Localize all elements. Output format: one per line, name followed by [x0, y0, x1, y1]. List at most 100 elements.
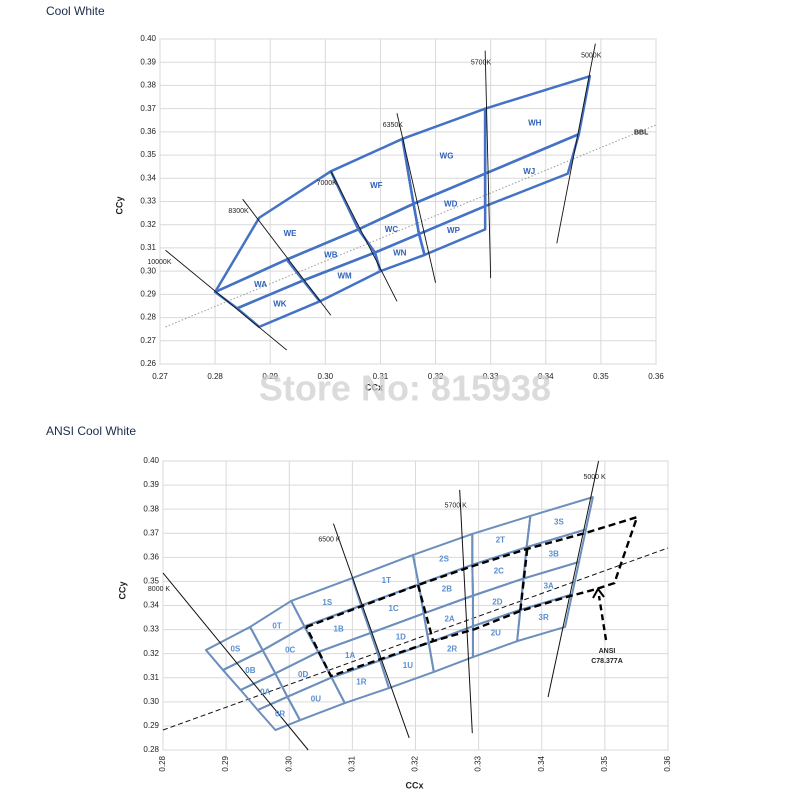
bin-label: 1D — [396, 633, 406, 642]
bin-label: 0A — [260, 688, 270, 697]
bin-label: 0U — [311, 694, 321, 703]
ansi-label: ANSI — [599, 648, 616, 655]
y-tick-label: 0.31 — [143, 673, 159, 682]
cct-label: 5000K — [581, 52, 602, 59]
x-tick-label: 0.33 — [483, 372, 499, 381]
y-tick-label: 0.39 — [140, 57, 156, 66]
bin-label: 2A — [444, 615, 454, 624]
bin-label: 1R — [356, 677, 366, 686]
cct-label: 8000 K — [148, 586, 171, 593]
bin — [516, 593, 574, 643]
y-axis-title: CCy — [114, 196, 124, 214]
bin-label: WC — [385, 225, 399, 234]
x-tick-label: 0.32 — [411, 755, 420, 771]
chart-panel: Cool White 0.27 0.28 0.29 0.30 0.31 0.32 0.33 0.… — [46, 4, 664, 392]
bin-label: 2U — [491, 629, 501, 638]
bin-label: 2S — [439, 555, 449, 564]
x-tick-label: 0.28 — [158, 755, 167, 771]
bin-label: 1A — [345, 651, 355, 660]
bin-label: 1U — [403, 661, 413, 670]
x-tick-label: 0.30 — [318, 372, 334, 381]
x-tick-label: 0.29 — [221, 755, 230, 771]
x-tick-label: 0.31 — [347, 755, 356, 771]
x-axis-title: CCx — [365, 382, 383, 392]
cct-line — [165, 249, 288, 351]
plot-clip — [165, 43, 657, 351]
bin-label: 0C — [285, 646, 295, 655]
bin — [483, 132, 581, 208]
bin-label: 3A — [544, 581, 554, 590]
y-tick-label: 0.35 — [143, 577, 159, 586]
chart-panel: ANSI Cool White 0.28 0.29 0.30 0.31 0.32 0.33 0… — [46, 424, 672, 790]
bin-label: WM — [338, 271, 353, 280]
cct-label: 6500 K — [318, 536, 341, 543]
x-tick-label: 0.36 — [663, 755, 672, 771]
x-tick-label: 0.36 — [648, 372, 664, 381]
bin-label: 2R — [447, 645, 457, 654]
x-axis-title: CCx — [405, 780, 423, 790]
bin-label: WH — [528, 118, 542, 127]
ansi-arrow — [597, 595, 608, 641]
y-tick-label: 0.30 — [143, 697, 159, 706]
cct-line — [484, 50, 492, 279]
bin-label: WJ — [523, 167, 535, 176]
y-tick-label: 0.38 — [143, 504, 159, 513]
y-tick-label: 0.40 — [143, 456, 159, 465]
bin-label: 1C — [388, 604, 398, 613]
cct-label: 5000 K — [583, 474, 606, 481]
y-tick-label: 0.33 — [143, 625, 159, 634]
cct-label: 8300K — [228, 208, 249, 215]
bin-label: WD — [444, 200, 458, 209]
y-tick-label: 0.40 — [140, 34, 156, 43]
cct-line — [556, 43, 596, 244]
y-tick-label: 0.37 — [143, 528, 159, 537]
x-tick-label: 0.31 — [373, 372, 389, 381]
bin-label: 2D — [492, 598, 502, 607]
bin-label: 0T — [272, 621, 281, 630]
chart-title: ANSI Cool White — [46, 424, 136, 438]
y-tick-label: 0.27 — [140, 336, 156, 345]
cct-label: 7000K — [317, 180, 338, 187]
bin-label: 1T — [382, 576, 391, 585]
cct-line — [162, 572, 309, 751]
bbl-label: BBL — [634, 130, 649, 137]
bin-label: WG — [440, 151, 454, 160]
plot-clip — [162, 460, 669, 751]
y-tick-label: 0.36 — [143, 552, 159, 561]
cct-line — [242, 198, 332, 316]
y-axis-title: CCy — [117, 581, 127, 599]
x-tick-label: 0.32 — [428, 372, 444, 381]
bin-label: 2T — [496, 536, 505, 545]
cct-label: 5700K — [471, 59, 492, 66]
chart-title: Cool White — [46, 4, 105, 18]
y-tick-label: 0.29 — [143, 721, 159, 730]
ansi-label: C78.377A — [591, 658, 623, 665]
x-tick-label: 0.29 — [262, 372, 278, 381]
cct-label: 5700 K — [445, 503, 468, 510]
y-tick-label: 0.31 — [140, 243, 156, 252]
y-tick-label: 0.36 — [140, 127, 156, 136]
y-tick-label: 0.37 — [140, 104, 156, 113]
ansi-arrowhead — [592, 587, 605, 599]
y-tick-label: 0.39 — [143, 480, 159, 489]
y-tick-label: 0.26 — [140, 359, 156, 368]
bin-label: 0D — [298, 670, 308, 679]
y-tick-label: 0.32 — [143, 649, 159, 658]
bin-label: WN — [393, 248, 407, 257]
bin-label: WA — [254, 280, 267, 289]
y-tick-label: 0.28 — [143, 745, 159, 754]
cct-label: 10000K — [147, 259, 171, 266]
x-tick-label: 0.33 — [474, 755, 483, 771]
bin-label: WB — [324, 251, 338, 260]
x-tick-label: 0.34 — [537, 755, 546, 771]
bin-label: WE — [284, 229, 298, 238]
cct-line — [547, 460, 600, 698]
y-tick-label: 0.32 — [140, 220, 156, 229]
bin-label: WF — [370, 181, 383, 190]
bin-label: 2C — [494, 567, 504, 576]
bin-label: 0B — [245, 666, 255, 675]
x-tick-label: 0.35 — [593, 372, 609, 381]
bin — [417, 204, 487, 257]
